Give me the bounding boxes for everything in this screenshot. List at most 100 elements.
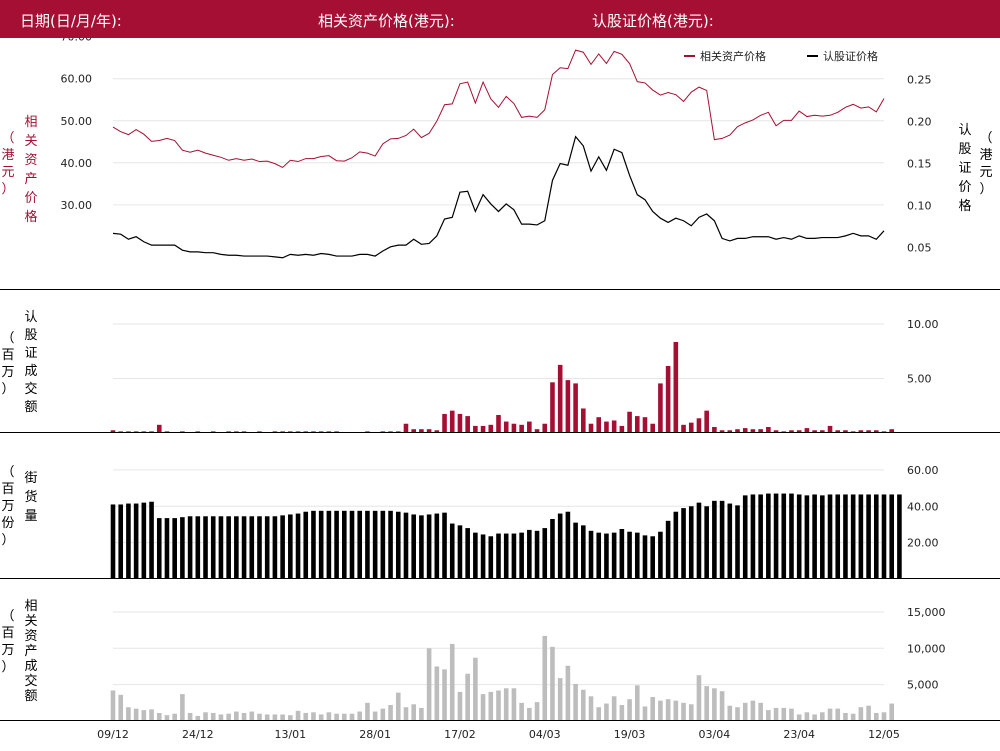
axis-unit-char: （: [1, 131, 14, 146]
outstanding-bars: [110, 493, 902, 579]
underlying-turnover-bar: [395, 692, 401, 721]
warrant-turnover-bar: [866, 430, 871, 433]
warrant-price-line: [112, 135, 885, 259]
underlying-turnover-bar: [434, 666, 440, 721]
outstanding-bar: [241, 516, 247, 579]
outstanding-tick-label: 20.00: [907, 537, 939, 550]
outstanding-bar: [419, 515, 424, 579]
warrant-price-tick-label: 0.25: [907, 73, 932, 86]
outstanding-bar: [180, 517, 185, 579]
price-gridlines: [113, 78, 884, 206]
warrant-turnover-bar: [658, 383, 663, 433]
warrant-turnover-bar: [588, 423, 594, 433]
outstanding-bar: [858, 494, 864, 579]
underlying-turnover-bar: [534, 702, 540, 721]
warrant-turnover-bar: [750, 429, 756, 433]
axis-label-char: 证: [958, 161, 971, 176]
underlying-turnover-bar: [696, 675, 702, 721]
outstanding-bar: [727, 503, 733, 579]
axis-label-char: 资: [24, 629, 37, 644]
warrant-turnover-bar: [796, 430, 802, 433]
axis-unit-char: 百: [1, 626, 14, 641]
underlying-turnover-bar: [804, 712, 810, 721]
outstanding-bar: [411, 514, 416, 579]
axis-unit-char: ）: [1, 182, 14, 197]
outstanding-bar: [156, 518, 162, 579]
warrant-turnover-bar: [719, 430, 725, 433]
axis-label-char: 量: [24, 509, 37, 524]
outstanding-bar: [357, 510, 363, 579]
outstanding-bar: [766, 493, 771, 579]
outstanding-bar: [218, 516, 224, 579]
warrant-turnover-bar: [557, 364, 563, 434]
underlying-turnover-bar: [249, 711, 255, 721]
axis-unit-char: ）: [1, 382, 14, 397]
warrant-turnover-bar: [688, 422, 694, 433]
warrant-turnover-bar: [665, 365, 671, 433]
warrant-turnover-gridlines: [113, 323, 884, 379]
outstanding-bar: [272, 516, 278, 579]
outstanding-axis-ticks: 20.00 40.00 60.00: [907, 464, 939, 550]
axis-label-char: 股: [958, 142, 971, 157]
underlying-turnover-bar: [812, 714, 817, 721]
axis-label-char: 格: [958, 198, 971, 214]
underlying-turnover-bar: [203, 712, 208, 721]
underlying-turnover-bar: [581, 689, 586, 721]
underlying-turnover-bar: [449, 643, 455, 721]
axis-unit-char: 元: [1, 165, 14, 180]
warrant-turnover-bar: [858, 430, 864, 433]
outstanding-axis-unit: （ 百万份 ）: [1, 465, 14, 548]
underlying-turnover-bar: [557, 678, 563, 721]
underlying-turnover-bar: [820, 712, 825, 721]
date-tick-label: 28/01: [359, 728, 391, 741]
outstanding-bar: [650, 536, 655, 579]
axis-label-char: 相: [24, 115, 37, 130]
outstanding-bar: [318, 510, 324, 579]
underlying-turnover-bar: [773, 707, 779, 721]
warrant-turnover-bar: [565, 380, 571, 433]
axis-label-char: 交: [24, 673, 37, 689]
warrant-turnover-bar: [642, 417, 648, 433]
axis-unit-char: 万: [1, 365, 14, 380]
warrant-price-tick-label: 0.10: [907, 200, 932, 213]
warrant-turnover-bar: [480, 425, 486, 433]
outstanding-bar: [164, 518, 170, 579]
underlying-turnover-bar: [750, 700, 756, 721]
underlying-turnover-bar: [442, 669, 447, 721]
legend: 相关资产价格 认股证价格: [684, 49, 878, 63]
warrant-turnover-bar: [449, 410, 455, 433]
outstanding-bar: [843, 494, 848, 579]
warrant-price-tick-label: 0.05: [907, 242, 932, 255]
axis-label-char: 价: [958, 180, 971, 195]
warrant-turnover-bar: [673, 341, 679, 433]
warrant-turnover-bar: [735, 429, 740, 433]
outstanding-bar: [704, 506, 709, 579]
axis-unit-char: （: [1, 331, 14, 346]
warrant-turnover-bar: [403, 423, 409, 433]
underlying-turnover-bar: [480, 694, 486, 721]
underlying-turnover-tick-label: 10,000: [907, 642, 946, 655]
underlying-turnover-bar: [688, 704, 694, 721]
warrant-turnover-bar: [434, 430, 440, 433]
underlying-turnover-bar: [681, 702, 686, 721]
outstanding-bar: [889, 494, 895, 579]
underlying-price-tick-label: 70.00: [61, 38, 93, 44]
underlying-turnover-bar: [280, 714, 285, 721]
underlying-turnover-bar: [365, 702, 370, 721]
underlying-turnover-bar: [742, 702, 748, 721]
underlying-turnover-bar: [665, 699, 671, 721]
underlying-turnover-bar: [141, 710, 147, 721]
underlying-turnover-bar: [149, 709, 154, 721]
outstanding-bar: [503, 533, 509, 579]
underlying-turnover-bar: [234, 711, 239, 721]
underlying-turnover-bar: [827, 708, 833, 721]
outstanding-bar: [719, 500, 725, 579]
axis-label-char: 产: [24, 172, 37, 187]
underlying-turnover-bars: [110, 635, 895, 721]
underlying-turnover-bar: [881, 712, 887, 721]
warrant-turnover-bar: [634, 416, 640, 433]
warrant-turnover-bar: [156, 424, 162, 433]
underlying-turnover-bar: [781, 707, 787, 721]
